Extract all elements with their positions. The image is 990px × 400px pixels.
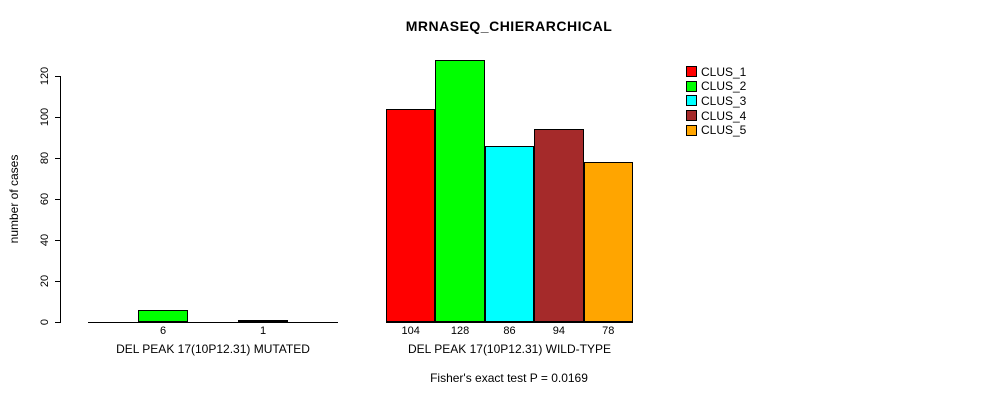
y-tick-label: 120 xyxy=(39,66,51,86)
y-tick-label: 80 xyxy=(39,151,51,165)
group-baseline xyxy=(88,322,338,323)
y-tick xyxy=(55,240,60,241)
chart-title: MRNASEQ_CHIERARCHICAL xyxy=(405,18,613,34)
bar-clus_2 xyxy=(435,60,485,322)
bar-value-label: 128 xyxy=(450,325,470,337)
bar-clus_3 xyxy=(484,146,535,322)
legend-label: CLUS_4 xyxy=(701,108,747,123)
bar-value-label: 6 xyxy=(159,325,167,337)
legend-label: CLUS_2 xyxy=(701,79,747,94)
group-label: DEL PEAK 17(10P12.31) WILD-TYPE xyxy=(408,342,611,356)
legend-swatch-clus_1 xyxy=(686,66,697,77)
bar-clus_1 xyxy=(386,109,436,322)
y-tick xyxy=(55,117,60,118)
legend-label: CLUS_1 xyxy=(701,64,747,79)
legend-swatch-clus_5 xyxy=(686,124,697,136)
legend-label: CLUS_3 xyxy=(701,93,747,108)
y-tick xyxy=(55,281,60,282)
bar-value-label: 1 xyxy=(259,325,267,337)
bar-value-label: 94 xyxy=(552,325,566,337)
y-tick xyxy=(55,158,60,159)
y-tick-label: 0 xyxy=(39,318,51,326)
bar-value-label: 78 xyxy=(602,325,615,337)
y-tick-label: 100 xyxy=(39,107,51,127)
legend-swatch-clus_3 xyxy=(686,95,697,107)
bar-value-label: 104 xyxy=(401,325,420,337)
group-baseline xyxy=(386,322,633,323)
bar-clus_4 xyxy=(534,129,584,322)
y-tick-label: 60 xyxy=(39,192,51,206)
bar-clus_5 xyxy=(583,162,633,322)
bar-clus_4 xyxy=(238,320,288,322)
y-tick-label: 20 xyxy=(39,274,51,288)
group-label: DEL PEAK 17(10P12.31) MUTATED xyxy=(116,342,310,356)
fisher-test-footnote: Fisher's exact test P = 0.0169 xyxy=(430,371,588,385)
legend-label: CLUS_5 xyxy=(701,123,747,138)
y-axis-line xyxy=(60,76,61,323)
bar-clus_2 xyxy=(138,310,188,322)
y-tick xyxy=(55,322,60,323)
legend-swatch-clus_4 xyxy=(686,110,697,122)
y-axis-title: number of cases xyxy=(7,154,21,244)
y-tick xyxy=(55,199,60,200)
y-tick xyxy=(55,76,60,77)
y-tick-label: 40 xyxy=(39,233,51,247)
bar-value-label: 86 xyxy=(503,325,516,337)
legend-swatch-clus_2 xyxy=(686,80,697,92)
